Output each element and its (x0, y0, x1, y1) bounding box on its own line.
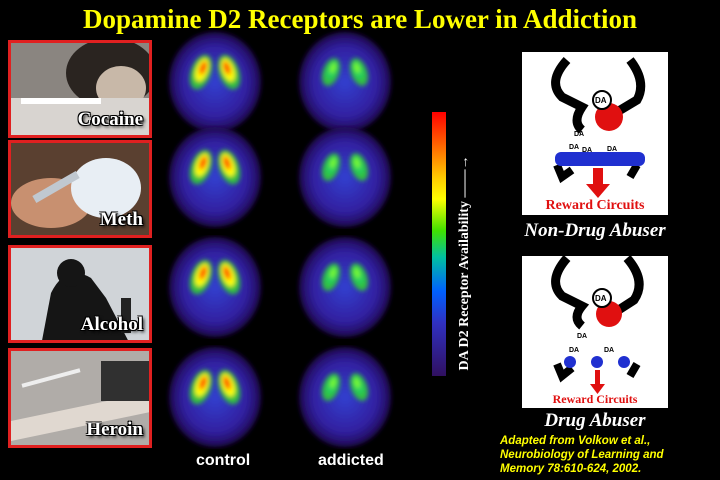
diagram-drug-abuser: DA DA DA DA Reward Circuits (522, 255, 668, 408)
addicted-pet-scan-alcohol (295, 235, 395, 339)
color-scale-bar (432, 112, 446, 376)
control-pet-scan-cocaine (165, 30, 265, 134)
svg-text:DA: DA (604, 347, 614, 354)
addicted-pet-scan-heroin (295, 345, 395, 449)
caption-drug-abuser: Drug Abuser (544, 410, 646, 431)
column-label-addicted: addicted (318, 452, 384, 469)
svg-text:DA: DA (577, 333, 587, 340)
reward-circuits-label: Reward Circuits (545, 198, 645, 213)
citation-line: Neurobiology of Learning and (500, 449, 664, 461)
svg-text:DA: DA (607, 146, 617, 153)
reward-circuits-label: Reward Circuits (552, 392, 638, 406)
photo-alcohol: Alcohol (8, 245, 152, 343)
drug-label-cocaine: Cocaine (77, 109, 143, 130)
citation: Adapted from Volkow et al., Neurobiology… (500, 434, 664, 476)
photo-meth: Meth (8, 140, 152, 238)
addicted-pet-scan-cocaine (295, 30, 395, 134)
caption-non-drug-abuser: Non-Drug Abuser (524, 220, 666, 241)
column-label-control: control (196, 452, 251, 469)
photo-cocaine: Cocaine (8, 40, 152, 138)
control-pet-scan-alcohol (165, 235, 265, 339)
svg-text:DA: DA (595, 294, 607, 303)
drug-label-heroin: Heroin (86, 419, 143, 440)
drug-label-alcohol: Alcohol (80, 314, 143, 335)
diagram-non-drug-abuser: DA DA DA DA DA Reward Circuits (522, 52, 668, 215)
synapse-normal-illustration: DA DA DA DA DA (551, 56, 646, 198)
svg-text:DA: DA (595, 96, 607, 105)
synapse-addicted-illustration: DA DA DA DA (551, 255, 644, 394)
photo-heroin: Heroin (8, 348, 152, 448)
svg-text:DA: DA (569, 144, 579, 151)
drug-label-meth: Meth (99, 209, 143, 230)
color-scale-label: DA D2 Receptor Availability ——→ (457, 155, 472, 371)
slide-title: Dopamine D2 Receptors are Lower in Addic… (83, 4, 637, 34)
citation-line: Memory 78:610-624, 2002. (500, 463, 642, 475)
control-pet-scan-heroin (165, 345, 265, 449)
svg-text:DA: DA (574, 131, 584, 138)
svg-text:DA: DA (582, 147, 592, 154)
control-pet-scan-meth (165, 125, 265, 229)
addicted-pet-scan-meth (295, 125, 395, 229)
citation-line: Adapted from Volkow et al., (500, 435, 651, 447)
svg-text:DA: DA (569, 347, 579, 354)
